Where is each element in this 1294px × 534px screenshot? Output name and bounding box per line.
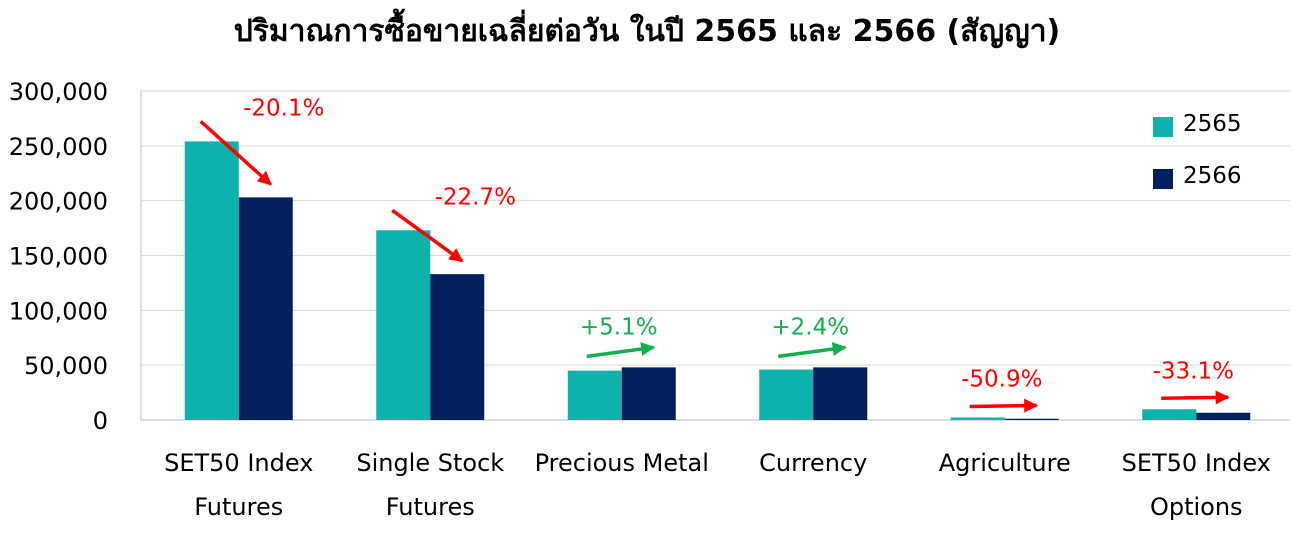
legend-swatch <box>1153 169 1173 189</box>
up-arrow-icon <box>586 342 656 359</box>
change-label: +5.1% <box>580 314 658 340</box>
legend-label: 2565 <box>1183 111 1242 137</box>
y-tick-label: 0 <box>93 407 108 435</box>
y-tick-label: 100,000 <box>9 297 108 325</box>
y-tick-label: 250,000 <box>9 133 108 161</box>
x-category-label: SET50 Index <box>164 449 313 477</box>
bar-2566 <box>621 367 676 420</box>
legend-swatch <box>1153 117 1173 137</box>
down-arrow-icon <box>391 208 464 263</box>
bar-2565 <box>184 141 239 421</box>
change-label: -50.9% <box>961 366 1042 392</box>
bar-2566 <box>430 274 485 420</box>
bar-2566 <box>1196 412 1251 420</box>
change-label: -20.1% <box>243 95 324 121</box>
change-annotations: -20.1% -22.7% +5.1% +2.4% -50.9% -33.1% <box>199 95 1234 413</box>
up-arrow-icon <box>778 342 847 359</box>
x-category-label: Precious Metal <box>535 449 709 477</box>
y-tick-label: 200,000 <box>9 188 108 216</box>
y-axis: 0 50,000 100,000 150,000 200,000 250,000 300,0… <box>9 78 1290 435</box>
y-tick-label: 150,000 <box>9 243 108 271</box>
bar-2565 <box>567 370 622 420</box>
y-tick-label: 300,000 <box>9 78 108 106</box>
x-category-label: Agriculture <box>939 449 1071 477</box>
y-tick-label: 50,000 <box>24 352 108 380</box>
x-category-label: Futures <box>194 493 283 521</box>
x-category-label: Single Stock <box>356 449 504 477</box>
x-category-label: Options <box>1150 493 1243 521</box>
bar-2566 <box>238 197 293 420</box>
bar-2565 <box>950 417 1005 420</box>
legend-label: 2566 <box>1183 163 1242 189</box>
bar-2565 <box>1142 409 1197 420</box>
change-label: -33.1% <box>1153 358 1234 384</box>
down-arrow-icon <box>199 120 272 186</box>
x-category-label: SET50 Index <box>1122 449 1271 477</box>
category-labels: SET50 Index Futures Single Stock Futures Pre… <box>164 449 1271 521</box>
change-label: +2.4% <box>771 314 849 340</box>
bars <box>184 141 1251 421</box>
change-label: -22.7% <box>435 184 516 210</box>
x-category-label: Futures <box>386 493 475 521</box>
bar-2565 <box>759 369 814 420</box>
bar-2566 <box>813 367 868 420</box>
down-arrow-icon <box>969 398 1039 413</box>
gridlines <box>141 90 1290 366</box>
legend: 2565 2566 <box>1153 111 1242 189</box>
x-category-label: Currency <box>759 449 867 477</box>
down-arrow-icon <box>1161 390 1230 405</box>
bar-2566 <box>1004 418 1059 420</box>
chart-title: ปริมาณการซื้อขายเฉลี่ยต่อวัน ในปี 2565 แ… <box>233 14 1061 49</box>
bar-2565 <box>376 230 431 420</box>
